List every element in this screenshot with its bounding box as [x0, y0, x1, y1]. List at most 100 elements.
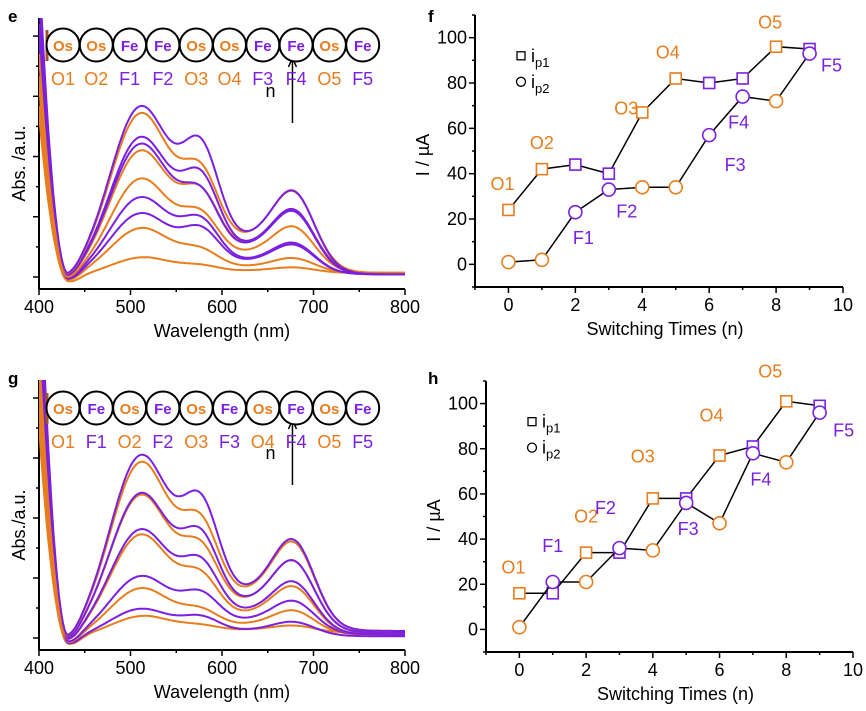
sequence-metal-F3: Fe [254, 38, 272, 55]
sequence-label-O1: O1 [51, 69, 75, 89]
y-axis-label: Abs./a.u. [9, 489, 29, 560]
y-tick-label: 20 [458, 574, 478, 594]
y-tick-label: 80 [458, 439, 478, 459]
marker-ip1 [569, 158, 582, 171]
sequence-label-F1: F1 [119, 69, 140, 89]
x-tick-label: 600 [207, 658, 237, 678]
spectrum-F4 [43, 380, 405, 639]
panel-e: 400 500 600 700 800 Wavelength (nm) Abs. /a.u.… [9, 18, 420, 341]
spectrum-F5 [44, 380, 405, 637]
sequence-label-O2: O2 [118, 432, 142, 452]
annotation-O1: O1 [501, 557, 525, 577]
series-line-ip1 [507, 45, 810, 211]
sequence-metal-O3: Os [186, 38, 206, 55]
legend-sub: p2 [535, 81, 549, 96]
y-tick-label: 100 [437, 28, 467, 48]
marker-ip1 [579, 546, 593, 559]
annotation-F4: F4 [728, 113, 749, 133]
series-line-ip2 [518, 412, 821, 628]
marker-ip1 [713, 449, 726, 462]
legend-sub: p1 [546, 421, 560, 436]
sequence-label-O3: O3 [184, 432, 208, 452]
marker-ip1 [602, 167, 616, 180]
legend-circle-icon [526, 442, 538, 453]
x-tick-label: 8 [771, 295, 781, 315]
y-tick-label: 0 [468, 619, 478, 639]
spectrum-O3 [39, 83, 405, 278]
annotation-F4: F4 [750, 469, 771, 489]
x-tick-label: 0 [514, 660, 524, 680]
sequence-metal-F2: Fe [154, 401, 172, 418]
sequence-label-F3: F3 [219, 432, 240, 452]
x-tick-label: 2 [570, 295, 580, 315]
sequence-metal-F2: Fe [154, 38, 172, 55]
sequence-metal-F4: Fe [287, 38, 305, 55]
annotation-O4: O4 [656, 42, 680, 62]
x-axis-label: Wavelength (nm) [154, 682, 290, 702]
sequence-metal-O4: Os [253, 401, 273, 418]
marker-ip2 [512, 619, 527, 635]
marker-ip2 [768, 93, 784, 109]
y-tick-label: 60 [447, 118, 467, 138]
sequence-label-F5: F5 [352, 69, 373, 89]
annotation-O3: O3 [614, 98, 638, 118]
y-tick-label: 40 [458, 529, 478, 549]
y-tick-label: 60 [458, 484, 478, 504]
marker-ip2 [812, 405, 827, 420]
sequence-metal-F1: Fe [88, 401, 106, 418]
annotation-F3: F3 [678, 519, 699, 539]
legend-square-icon [527, 416, 537, 427]
marker-ip2 [534, 252, 550, 268]
marker-ip1 [736, 72, 749, 85]
y-tick-label: 80 [447, 73, 467, 93]
marker-ip2 [634, 179, 650, 195]
y-tick-label: 100 [448, 394, 478, 414]
marker-ip1 [769, 40, 783, 54]
marker-ip1 [546, 586, 560, 600]
x-tick-label: 500 [115, 658, 145, 678]
panel-letter-g: g [8, 369, 18, 388]
panel-f: 0 20 40 60 80 100 0 2 4 6 8 10 Switching Times (n) I … [413, 13, 853, 339]
x-tick-label: 0 [503, 295, 513, 315]
annotation-F1: F1 [542, 536, 563, 556]
x-tick-label: 4 [637, 295, 647, 315]
legend-label: ip1 [542, 412, 560, 436]
x-tick-label: 400 [24, 658, 54, 678]
arrow-label: n [265, 81, 275, 101]
marker-ip2 [501, 254, 516, 270]
marker-ip2 [701, 127, 717, 143]
marker-ip2 [545, 574, 561, 590]
sequence-metal-F5: Fe [354, 38, 372, 55]
series-line-ip2 [508, 53, 811, 263]
x-axis-label: Switching Times (n) [586, 319, 743, 339]
x-tick-label: 400 [24, 297, 54, 317]
sequence-label-F4: F4 [286, 69, 307, 89]
sequence-label-O3: O3 [184, 69, 208, 89]
sequence-metal-O3: Os [186, 401, 206, 418]
sequence-metal-F4: Fe [287, 401, 305, 418]
x-tick-label: 6 [704, 295, 714, 315]
spectrum-F2 [41, 380, 405, 643]
legend-label: ip2 [531, 72, 549, 96]
y-tick-label: 0 [457, 254, 467, 274]
marker-ip2 [778, 454, 794, 470]
marker-ip1 [535, 162, 549, 176]
sequence-label-O4: O4 [217, 69, 241, 89]
sequence-label-O5: O5 [317, 432, 341, 452]
legend-label: ip1 [531, 46, 549, 70]
annotation-F2: F2 [595, 498, 616, 518]
annotation-O2: O2 [574, 507, 598, 527]
spectrum-F1 [40, 380, 405, 645]
legend-sub: p1 [535, 55, 549, 70]
marker-ip2 [568, 204, 583, 220]
marker-ip2 [612, 540, 627, 556]
marker-ip2 [601, 182, 617, 197]
sequence-metal-F1: Fe [121, 38, 139, 55]
x-tick-label: 10 [843, 660, 863, 680]
marker-ip2 [668, 179, 684, 195]
sequence-metal-O5: Os [319, 38, 339, 55]
sequence-label-F2: F2 [152, 69, 173, 89]
sequence-circle [345, 390, 381, 426]
x-tick-label: 4 [648, 660, 658, 680]
